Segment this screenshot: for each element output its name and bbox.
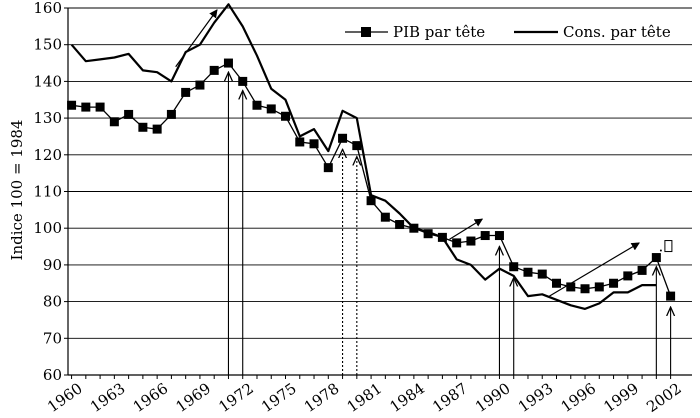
- trend-arrow-2: [549, 242, 640, 297]
- x-tick-label: 1969: [173, 379, 215, 416]
- data-point-pib-1974: [266, 104, 276, 114]
- data-point-pib-1973: [252, 100, 262, 110]
- data-point-pib-1978: [323, 163, 333, 173]
- data-point-pib-1964: [124, 109, 134, 119]
- data-point-pib-1997: [594, 282, 604, 292]
- x-tick-label: 1960: [44, 379, 86, 416]
- data-point-pib-1995: [566, 282, 576, 292]
- x-tick-label: 1981: [344, 379, 386, 416]
- data-point-pib-1988: [466, 236, 476, 246]
- x-tick-label: 1987: [429, 379, 471, 416]
- data-point-pib-1999: [623, 271, 633, 281]
- data-point-pib-1984: [409, 223, 419, 233]
- trend-arrow-1: [449, 218, 484, 240]
- x-tick-label: 1963: [87, 379, 129, 416]
- x-tick-label: 1966: [130, 379, 172, 416]
- gridlines: [68, 7, 692, 376]
- y-tick-label: 110: [33, 183, 62, 201]
- x-tick-label: 1996: [558, 379, 600, 416]
- series-line-pib: [71, 62, 672, 297]
- data-point-pib-1972: [238, 76, 248, 86]
- y-tick-label: 160: [33, 0, 62, 17]
- data-point-pib-1977: [309, 139, 319, 149]
- legend-label-pib: PIB par tête: [393, 23, 485, 41]
- data-point-pib-1998: [609, 278, 619, 288]
- data-point-pib-1961: [81, 102, 91, 112]
- y-tick-label: 80: [43, 293, 62, 311]
- x-tick-label: 1999: [600, 379, 642, 416]
- trend-arrow-0: [175, 9, 218, 68]
- end-marker-dot: [659, 249, 662, 252]
- data-point-pib-1991: [509, 262, 519, 272]
- legend: PIB par tête Cons. par tête: [345, 23, 671, 41]
- x-tick-label: 1978: [301, 379, 343, 416]
- data-point-pib-1963: [109, 117, 119, 127]
- data-point-pib-1967: [166, 109, 176, 119]
- plot-series: [67, 3, 676, 310]
- x-tick-label: 1975: [258, 379, 300, 416]
- y-tick-label: 90: [43, 256, 62, 274]
- data-point-pib-1981: [366, 196, 376, 206]
- legend-swatch-pib-marker: [361, 27, 371, 37]
- data-point-pib-1982: [380, 212, 390, 222]
- y-tick-label: 70: [43, 329, 62, 347]
- data-point-pib-1985: [423, 229, 433, 239]
- data-point-pib-1975: [281, 111, 291, 121]
- x-tick-label: 1984: [386, 379, 428, 416]
- annotations: [175, 9, 673, 375]
- x-tick-label: 1972: [215, 379, 257, 416]
- y-tick-label: 100: [33, 219, 62, 237]
- y-tick-label: 120: [33, 146, 62, 164]
- data-point-pib-1980: [352, 141, 362, 151]
- x-tick-label: 1993: [515, 379, 557, 416]
- data-point-pib-1992: [523, 267, 533, 277]
- data-point-pib-1966: [152, 124, 162, 134]
- data-point-pib-1962: [95, 102, 105, 112]
- x-tick-label: 1990: [472, 379, 514, 416]
- data-point-pib-2002: [666, 291, 676, 301]
- y-tick-label: 60: [43, 366, 62, 384]
- data-point-pib-2001: [651, 253, 661, 263]
- data-point-pib-1986: [437, 232, 447, 242]
- series-line-cons: [70, 3, 657, 310]
- data-point-pib-1960: [67, 100, 77, 110]
- legend-label-cons: Cons. par tête: [563, 23, 671, 41]
- data-point-pib-1979: [338, 133, 348, 143]
- data-point-pib-1983: [395, 220, 405, 230]
- y-tick-label: 140: [33, 72, 62, 90]
- data-point-pib-1976: [295, 137, 305, 147]
- data-point-pib-1968: [181, 87, 191, 97]
- x-tick-label: 2002: [643, 379, 685, 416]
- data-point-pib-1994: [552, 278, 562, 288]
- data-point-pib-1996: [580, 284, 590, 294]
- y-axis-label: Indice 100 = 1984: [8, 120, 26, 261]
- data-point-pib-1987: [452, 238, 462, 248]
- data-point-pib-1970: [209, 65, 219, 75]
- data-point-pib-2000: [637, 265, 647, 275]
- end-marker-box: [664, 240, 673, 253]
- data-point-pib-1969: [195, 80, 205, 90]
- data-point-pib-1990: [494, 231, 504, 241]
- data-point-pib-1993: [537, 269, 547, 279]
- y-tick-label: 150: [33, 36, 62, 54]
- y-tick-label: 130: [33, 109, 62, 127]
- data-point-pib-1989: [480, 231, 490, 241]
- data-point-pib-1965: [138, 122, 148, 132]
- data-point-pib-1971: [223, 58, 233, 68]
